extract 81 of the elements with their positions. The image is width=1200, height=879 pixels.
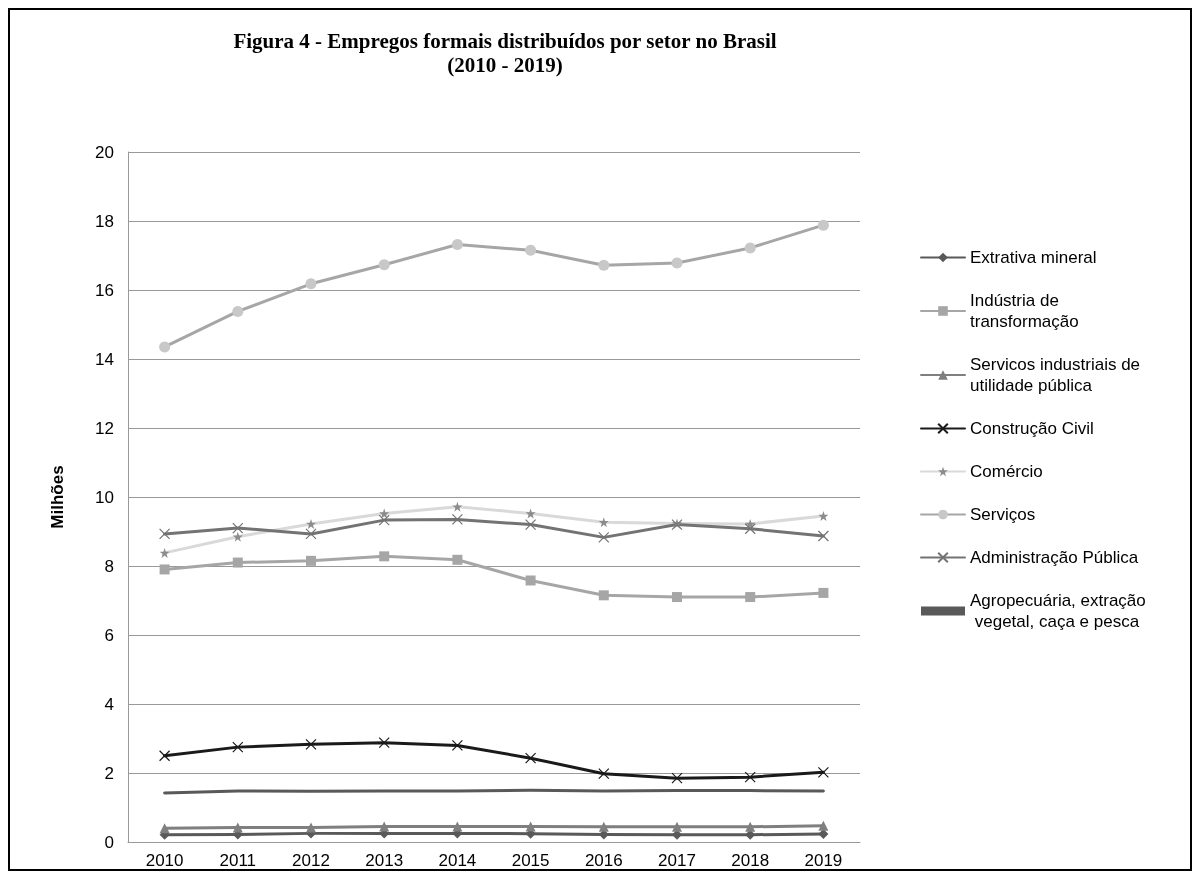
point	[159, 750, 171, 762]
legend-label: Servicos industriais de utilidade pública	[970, 355, 1145, 395]
point	[452, 554, 463, 565]
point	[378, 514, 390, 526]
point	[451, 238, 463, 250]
y-tick-label: 14	[95, 349, 114, 369]
point	[745, 821, 756, 832]
x-tick-label: 2013	[365, 851, 404, 870]
point	[451, 739, 463, 751]
point	[744, 771, 756, 783]
y-tick-label: 0	[104, 832, 114, 852]
y-tick-label: 8	[104, 556, 114, 576]
point	[525, 519, 537, 531]
point	[525, 575, 536, 586]
point	[451, 513, 463, 526]
y-tick-label: 16	[95, 280, 114, 300]
point	[817, 530, 829, 542]
point	[598, 531, 610, 543]
point	[305, 528, 317, 540]
point	[598, 821, 609, 832]
point	[671, 772, 683, 784]
x-tick-label: 2017	[658, 851, 696, 870]
x-tick-label: 2011	[219, 851, 257, 870]
legend-label: Construção Civil	[970, 419, 1094, 438]
y-tick-label: 6	[104, 625, 114, 645]
point	[232, 822, 243, 833]
point	[671, 257, 683, 269]
point	[525, 752, 537, 764]
y-tick-label: 10	[95, 487, 114, 507]
x-tick-label: 2012	[292, 851, 330, 870]
y-tick-label: 18	[95, 211, 114, 231]
x-tick-label: 2015	[511, 851, 550, 870]
legend-label: Agropecuária, extração vegetal, caça e pesca	[970, 591, 1146, 631]
point	[379, 551, 390, 562]
point	[232, 741, 244, 753]
point	[232, 305, 244, 317]
point	[159, 823, 170, 834]
legend-label: Administração Pública	[970, 548, 1139, 567]
point	[598, 259, 610, 271]
point	[159, 528, 171, 540]
point	[525, 821, 536, 832]
point	[818, 820, 829, 831]
x-tick-label: 2016	[584, 851, 623, 870]
legend-label: Comércio	[970, 462, 1043, 481]
point	[379, 821, 390, 832]
point	[744, 242, 756, 254]
point	[672, 821, 682, 832]
point	[817, 219, 829, 231]
point	[818, 829, 829, 840]
y-tick-label: 12	[95, 418, 114, 438]
point	[232, 557, 243, 568]
y-tick-label: 4	[104, 694, 114, 714]
point	[598, 590, 609, 601]
chart-title: Figura 4 - Empregos formais distribuídos por setor no Brasil (2010 - 2019)	[233, 29, 777, 77]
point	[159, 564, 170, 575]
point	[818, 587, 829, 598]
point	[378, 259, 390, 271]
x-tick-label: 2014	[438, 851, 477, 870]
x-tick-label: 2019	[804, 851, 843, 870]
point	[817, 766, 829, 778]
point	[672, 592, 682, 603]
point	[452, 821, 463, 832]
legend-label: Extrativa mineral	[970, 248, 1097, 267]
point	[378, 737, 390, 749]
x-tick-label: 2018	[731, 851, 770, 870]
point	[306, 555, 316, 566]
x-tick-label: 2010	[145, 851, 184, 870]
point	[525, 244, 537, 256]
point	[159, 341, 171, 353]
point	[305, 738, 317, 750]
point	[745, 592, 756, 603]
legend-label: Serviços	[970, 505, 1036, 524]
point	[305, 278, 317, 290]
y-axis-title: Milhões	[48, 465, 67, 529]
y-tick-label: 2	[104, 763, 114, 783]
legend-label: Indústria de transformação	[970, 291, 1079, 331]
y-tick-label: 20	[95, 142, 114, 162]
point	[306, 822, 316, 833]
point	[744, 523, 756, 535]
point	[598, 768, 610, 780]
point	[232, 522, 244, 534]
